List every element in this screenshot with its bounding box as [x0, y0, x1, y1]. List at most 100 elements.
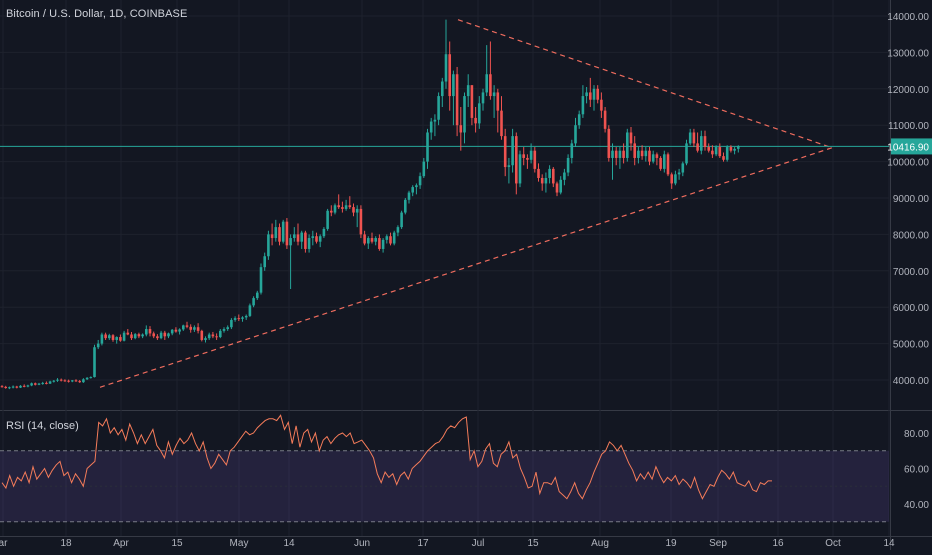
candle-body	[37, 383, 41, 385]
candle-body	[359, 208, 363, 235]
candle-body	[418, 176, 422, 186]
candle-body	[633, 143, 636, 158]
time-tick-label: Jul	[472, 538, 485, 549]
candle-body	[159, 332, 163, 339]
candle-body	[122, 332, 126, 341]
price-tick-label: 11000.00	[888, 121, 929, 132]
candle-body	[48, 381, 52, 384]
candle-body	[307, 238, 311, 249]
candle-body	[407, 192, 411, 200]
candle-body	[278, 227, 281, 242]
candle-body	[622, 150, 625, 158]
candle-body	[244, 315, 248, 318]
candle-body	[100, 334, 104, 344]
candle-body	[648, 150, 651, 162]
support-trendline	[99, 147, 833, 388]
candle-body	[496, 92, 500, 111]
candle-body	[204, 338, 207, 340]
candle-body	[367, 238, 370, 244]
candle-body	[215, 336, 218, 338]
candle-body	[230, 319, 233, 328]
candle-body	[26, 385, 30, 387]
price-tick-label: 4000.00	[893, 376, 930, 387]
candle-body	[626, 132, 629, 158]
candle-body	[156, 336, 159, 339]
candle-body	[252, 298, 255, 306]
price-tick-label: 7000.00	[893, 267, 930, 278]
candle-body	[607, 128, 611, 158]
candle-body	[711, 150, 714, 155]
rsi-tick-label: 80.00	[904, 429, 929, 440]
candle-body	[333, 205, 337, 213]
candle-body	[74, 380, 78, 382]
candle-body	[355, 208, 359, 213]
candle-body	[577, 114, 581, 126]
candle-body	[563, 172, 566, 180]
candle-body	[518, 154, 522, 184]
price-tick-label: 13000.00	[887, 48, 929, 59]
candle-body	[737, 146, 740, 149]
price-tick-label: 8000.00	[893, 230, 930, 241]
time-tick-label: Oct	[825, 538, 841, 549]
candle-body	[82, 379, 85, 383]
candle-body	[548, 168, 551, 178]
candle-body	[688, 132, 692, 144]
candle-body	[296, 234, 300, 242]
candle-body	[452, 74, 455, 97]
candle-body	[433, 119, 437, 122]
candle-body	[629, 132, 633, 144]
candle-body	[422, 161, 426, 177]
candle-body	[267, 234, 270, 257]
candle-body	[15, 386, 19, 388]
time-tick-label: 14	[283, 538, 295, 549]
candle-body	[485, 74, 488, 93]
candle-body	[63, 380, 67, 382]
time-tick-label: ar	[0, 538, 8, 549]
candle-body	[400, 212, 403, 228]
price-tick-label: 6000.00	[893, 303, 930, 314]
candle-body	[659, 157, 662, 169]
candle-body	[492, 92, 496, 97]
rsi-tick-label: 40.00	[904, 500, 929, 511]
candle-body	[96, 343, 100, 348]
candle-body	[637, 150, 640, 158]
candle-body	[474, 117, 477, 124]
candle-body	[0, 386, 4, 388]
time-tick-label: Jun	[354, 538, 370, 549]
time-tick-label: 18	[60, 538, 72, 549]
candle-body	[441, 81, 444, 97]
candle-body	[651, 154, 655, 162]
candle-body	[137, 334, 141, 337]
candle-body	[655, 154, 659, 158]
candle-body	[222, 329, 226, 331]
candle-body	[211, 334, 215, 337]
time-tick-label: Aug	[591, 538, 609, 549]
candle-body	[41, 382, 44, 384]
candle-body	[182, 325, 185, 330]
candle-body	[348, 205, 352, 208]
candle-body	[503, 136, 507, 168]
candle-body	[233, 318, 237, 320]
candle-body	[552, 168, 555, 184]
candle-body	[544, 177, 548, 184]
candle-body	[189, 326, 192, 330]
candle-body	[300, 232, 303, 242]
candle-body	[344, 205, 348, 209]
candle-body	[574, 125, 577, 144]
candle-body	[670, 174, 673, 184]
candle-body	[274, 227, 278, 239]
candle-body	[108, 335, 111, 339]
candle-body	[600, 99, 603, 111]
candle-body	[429, 121, 433, 133]
price-tick-label: 10000.00	[887, 158, 929, 169]
candle-body	[22, 385, 26, 387]
candle-body	[729, 147, 733, 151]
candle-body	[389, 236, 392, 244]
candle-body	[685, 143, 688, 164]
candle-body	[4, 386, 7, 389]
candle-body	[663, 154, 666, 169]
candle-body	[130, 334, 133, 339]
candle-body	[511, 136, 514, 166]
price-tick-label: 12000.00	[887, 85, 929, 96]
